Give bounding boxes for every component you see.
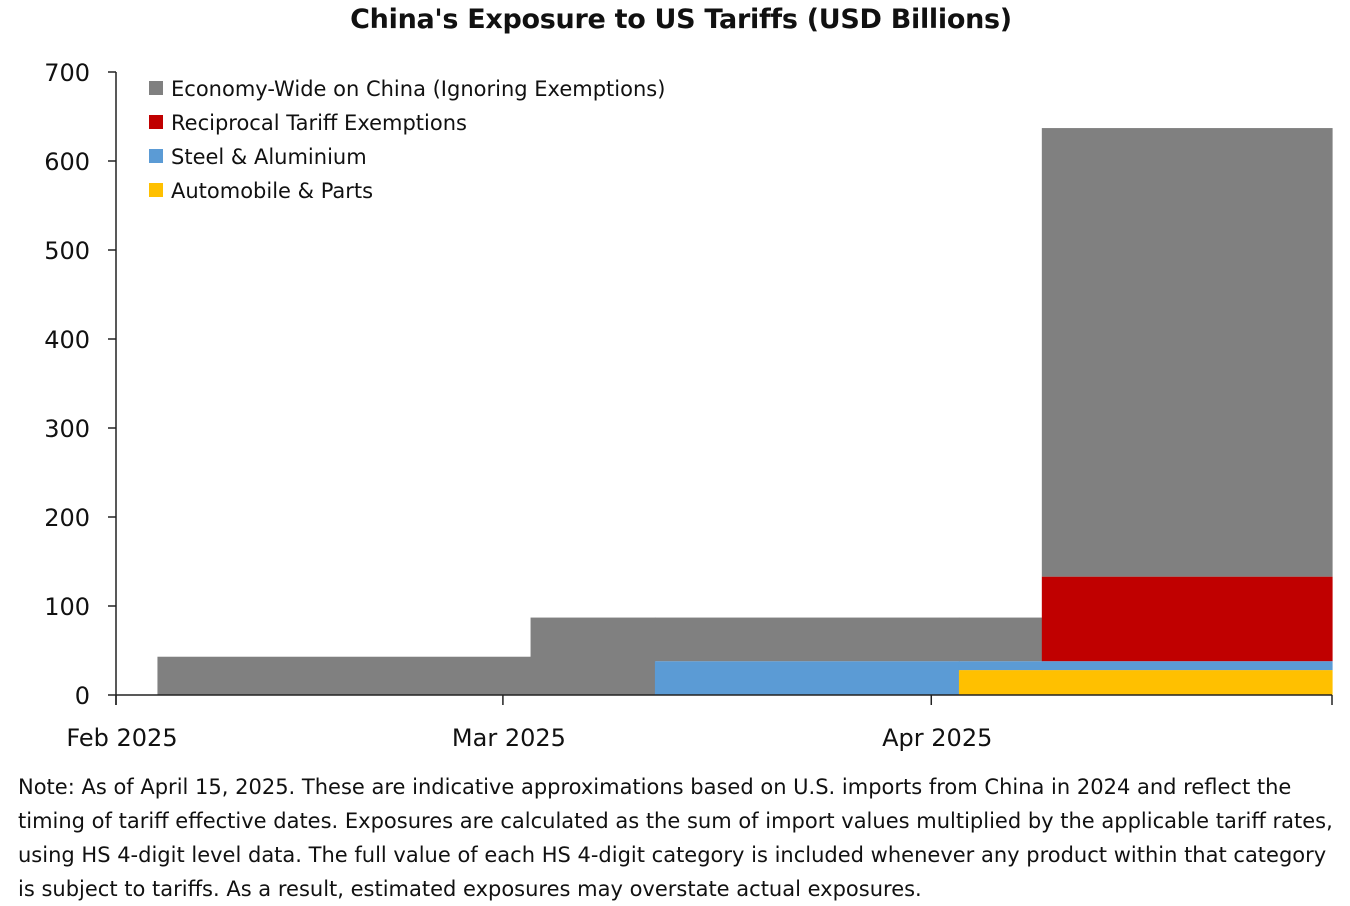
- bar-automobile-parts-3: [958, 670, 1043, 695]
- bar-economy-wide-on-china-ignoring-exemptions--4: [1041, 128, 1333, 577]
- legend-label-1: Reciprocal Tariff Exemptions: [171, 111, 467, 135]
- y-tick-label-200: 200: [44, 504, 90, 532]
- chart-plot: 0 100 200 300 400 500 600 700 Feb 2025 Mar 2025 Ap…: [44, 59, 1333, 752]
- axes-layer: 0 100 200 300 400 500 600 700 Feb 2025 Mar 2025 Ap…: [44, 59, 1333, 752]
- bar-economy-wide-on-china-ignoring-exemptions--3: [958, 617, 1043, 662]
- bar-economy-wide-on-china-ignoring-exemptions--1: [530, 617, 656, 695]
- y-tick-label-300: 300: [44, 415, 90, 443]
- legend: Economy-Wide on China (Ignoring Exemptio…: [149, 77, 665, 203]
- x-tick-label-2: Apr 2025: [882, 724, 992, 752]
- x-tick-label-1: Mar 2025: [452, 724, 566, 752]
- footnote: Note: As of April 15, 2025. These are in…: [18, 775, 1333, 901]
- bar-steel-aluminium-4: [1041, 661, 1333, 671]
- bar-reciprocal-tariff-exemptions-4: [1041, 576, 1333, 662]
- legend-swatch-1: [149, 115, 163, 129]
- bar-economy-wide-on-china-ignoring-exemptions--2: [654, 617, 960, 662]
- legend-swatch-3: [149, 183, 163, 197]
- bar-automobile-parts-4: [1041, 670, 1333, 695]
- y-tick-label-500: 500: [44, 237, 90, 265]
- y-tick-label-400: 400: [44, 326, 90, 354]
- legend-label-3: Automobile & Parts: [171, 179, 373, 203]
- bar-steel-aluminium-2: [654, 661, 960, 695]
- chart-title: China's Exposure to US Tariffs (USD Bill…: [350, 4, 1012, 35]
- legend-label-2: Steel & Aluminium: [171, 145, 367, 169]
- bars-layer: [157, 128, 1333, 695]
- bar-economy-wide-on-china-ignoring-exemptions--0: [157, 656, 532, 695]
- y-tick-label-600: 600: [44, 148, 90, 176]
- bar-steel-aluminium-3: [958, 661, 1043, 671]
- y-tick-label-100: 100: [44, 593, 90, 621]
- legend-swatch-0: [149, 81, 163, 95]
- legend-label-0: Economy-Wide on China (Ignoring Exemptio…: [171, 77, 665, 101]
- legend-swatch-2: [149, 149, 163, 163]
- y-tick-label-700: 700: [44, 59, 90, 87]
- x-tick-label-0: Feb 2025: [66, 724, 177, 752]
- y-tick-label-0: 0: [75, 682, 90, 710]
